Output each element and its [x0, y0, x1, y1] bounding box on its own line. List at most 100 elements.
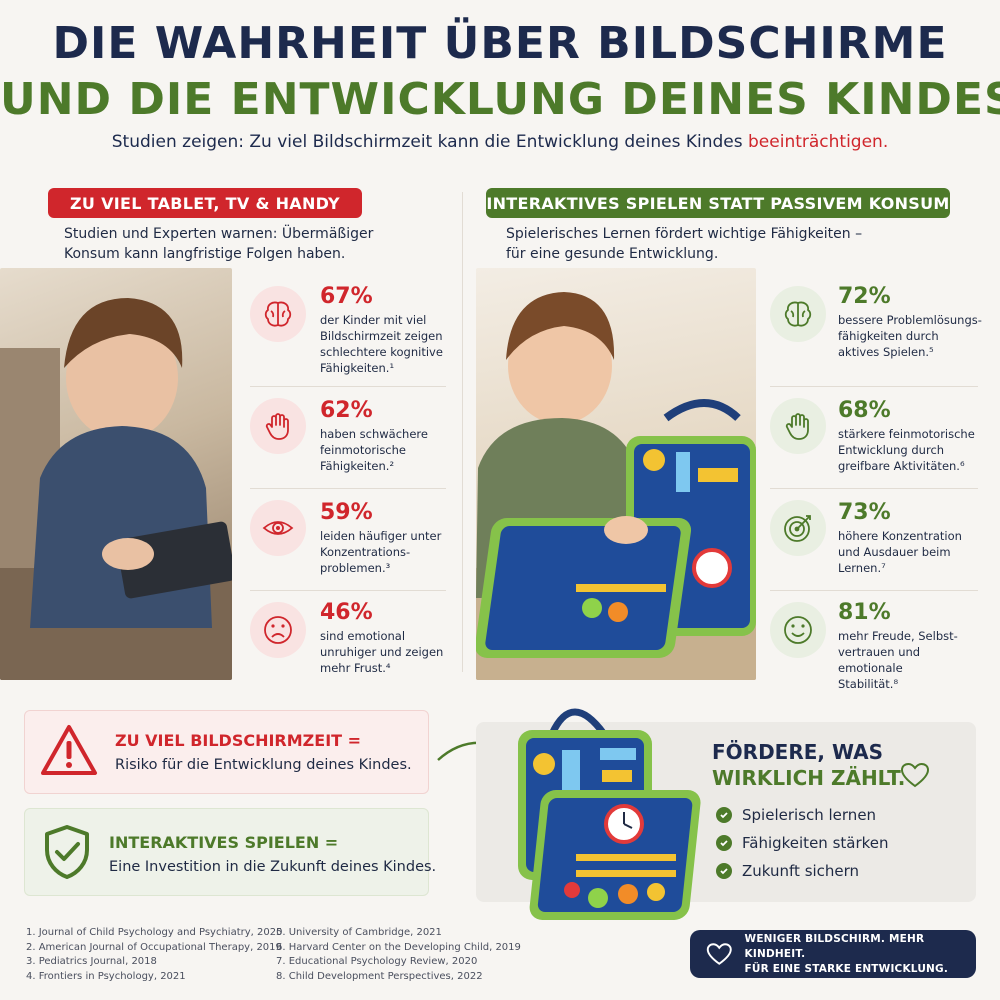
- stat-line: Fähigkeiten.¹: [320, 361, 395, 375]
- stat-line: aktives Spielen.⁵: [838, 345, 934, 359]
- stat-line: problemen.³: [320, 561, 391, 575]
- left-intro-line1: Studien und Experten warnen: Übermäßiger: [64, 226, 374, 242]
- hand-icon: [770, 398, 826, 454]
- hand-icon: [250, 398, 306, 454]
- stat-description: mehr Freude, Selbst- vertrauen und emoti…: [838, 628, 988, 692]
- stat-line: leiden häufiger unter: [320, 529, 442, 543]
- stat-line: greifbare Aktivitäten.⁶: [838, 459, 965, 473]
- page-title-line2: UND DIE ENTWICKLUNG DEINES KINDES: [0, 74, 1000, 125]
- stat-line: fähigkeiten durch: [838, 329, 939, 343]
- stat-line: Stabilität.⁸: [838, 677, 899, 691]
- stat-line: bessere Problemlösungs-: [838, 313, 982, 327]
- play-box-text: Eine Investition in die Zukunft deines K…: [109, 859, 437, 875]
- checkmark-icon: [716, 863, 732, 879]
- stat-description: bessere Problemlösungs- fähigkeiten durc…: [838, 312, 988, 360]
- stat-description: leiden häufiger unter Konzentrations- pr…: [320, 528, 460, 576]
- screen-time-pill: ZU VIEL TABLET, TV & HANDY: [48, 188, 362, 218]
- stat-percentage: 67%: [320, 284, 373, 309]
- child-busy-board-illustration: [476, 292, 756, 680]
- stat-line: höhere Konzentration: [838, 529, 962, 543]
- stat-line: haben schwächere: [320, 427, 428, 441]
- cta-line1: WENIGER BILDSCHIRM. MEHR KINDHEIT.: [744, 932, 925, 960]
- stat-percentage: 72%: [838, 284, 891, 309]
- check-item: Spielerisch lernen: [716, 806, 876, 824]
- screen-time-warning-box: ZU VIEL BILDSCHIRMZEIT = Risiko für die …: [24, 710, 429, 794]
- stat-line: vertrauen und emotionale: [838, 645, 921, 675]
- reference-item: 7. Educational Psychology Review, 2020: [276, 956, 478, 967]
- cta-text: WENIGER BILDSCHIRM. MEHR KINDHEIT. FÜR E…: [745, 932, 976, 977]
- cta-banner: WENIGER BILDSCHIRM. MEHR KINDHEIT. FÜR E…: [690, 930, 976, 978]
- stat-line: sind emotional: [320, 629, 406, 643]
- stat-description: haben schwächere feinmotorische Fähigkei…: [320, 426, 460, 474]
- interactive-play-pill: INTERAKTIVES SPIELEN STATT PASSIVEM KONS…: [486, 188, 950, 218]
- stat-line: Fähigkeiten.²: [320, 459, 395, 473]
- stat-line: Konzentrations-: [320, 545, 411, 559]
- reference-item: 6. Harvard Center on the Developing Chil…: [276, 941, 521, 953]
- stat-separator: [770, 386, 978, 387]
- reference-item: 2. American Journal of Occupational Ther…: [26, 941, 282, 953]
- stat-description: sind emotional unruhiger und zeigen mehr…: [320, 628, 460, 676]
- play-box-title: INTERAKTIVES SPIELEN =: [109, 833, 339, 852]
- interactive-play-box: INTERAKTIVES SPIELEN = Eine Investition …: [24, 808, 436, 896]
- sad-face-icon: [250, 602, 306, 658]
- shield-check-icon: [45, 825, 89, 879]
- child-tablet-illustration: [0, 298, 232, 680]
- warning-box-text: Risiko für die Entwicklung deines Kindes…: [115, 757, 412, 773]
- stat-line: unruhiger und zeigen: [320, 645, 444, 659]
- heart-icon: [706, 943, 732, 965]
- stat-line: schlechtere kognitive: [320, 345, 443, 359]
- stat-description: stärkere feinmotorische Entwicklung durc…: [838, 426, 988, 474]
- stat-line: feinmotorische: [320, 443, 406, 457]
- reference-item: 3. Pediatrics Journal, 2018: [26, 956, 157, 967]
- check-item-label: Spielerisch lernen: [742, 806, 877, 824]
- stat-line: Bildschirmzeit zeigen: [320, 329, 443, 343]
- stat-percentage: 59%: [320, 500, 373, 525]
- reference-item: 8. Child Development Perspectives, 2022: [276, 970, 483, 982]
- reference-item: 5. University of Cambridge, 2021: [276, 927, 442, 938]
- heart-icon: [900, 762, 930, 788]
- stat-line: Entwicklung durch: [838, 443, 945, 457]
- stat-percentage: 46%: [320, 600, 373, 625]
- brain-icon: [250, 286, 306, 342]
- stat-line: mehr Freude, Selbst-: [838, 629, 958, 643]
- panel-title-line1: FÖRDERE, WAS: [712, 740, 883, 764]
- child-with-tablet-photo: [0, 268, 232, 680]
- stat-separator: [250, 386, 446, 387]
- stat-separator: [250, 590, 446, 591]
- stat-line: mehr Frust.⁴: [320, 661, 391, 675]
- right-intro-line2: für eine gesunde Entwicklung.: [506, 246, 719, 262]
- stat-percentage: 62%: [320, 398, 373, 423]
- checkmark-icon: [716, 807, 732, 823]
- stat-percentage: 73%: [838, 500, 891, 525]
- page-title-line1: DIE WAHRHEIT ÜBER BILDSCHIRME: [52, 18, 948, 69]
- subtitle-main: Studien zeigen: Zu viel Bildschirmzeit k…: [111, 132, 749, 152]
- target-icon: [770, 500, 826, 556]
- stat-line: stärkere feinmotorische: [838, 427, 975, 441]
- stat-percentage: 81%: [838, 600, 891, 625]
- check-item: Zukunft sichern: [716, 862, 859, 880]
- smile-icon: [770, 602, 826, 658]
- subtitle-highlight: beeinträchtigen.: [748, 132, 889, 152]
- check-item-label: Zukunft sichern: [742, 862, 860, 880]
- stat-percentage: 68%: [838, 398, 891, 423]
- section-divider: [462, 192, 463, 672]
- stat-line: Lernen.⁷: [838, 561, 886, 575]
- stat-line: und Ausdauer beim: [838, 545, 951, 559]
- page-subtitle: Studien zeigen: Zu viel Bildschirmzeit k…: [0, 132, 1000, 152]
- eye-icon: [250, 500, 306, 556]
- reference-item: 4. Frontiers in Psychology, 2021: [26, 970, 186, 982]
- stat-description: der Kinder mit viel Bildschirmzeit zeige…: [320, 312, 460, 376]
- panel-title-line2: WIRKLICH ZÄHLT.: [712, 766, 906, 790]
- cta-line2: FÜR EINE STARKE ENTWICKLUNG.: [744, 962, 949, 975]
- checkmark-icon: [716, 835, 732, 851]
- busy-board-product-image: [518, 708, 701, 920]
- check-item-label: Fähigkeiten stärken: [742, 834, 889, 852]
- left-intro-line2: Konsum kann langfristige Folgen haben.: [64, 246, 346, 262]
- check-item: Fähigkeiten stärken: [716, 834, 889, 852]
- references-left: 1. Journal of Child Psychology and Psych…: [26, 926, 282, 984]
- stat-separator: [770, 590, 978, 591]
- child-with-busy-board-photo: [476, 268, 756, 680]
- references-right: 5. University of Cambridge, 2021 6. Harv…: [276, 926, 521, 984]
- stat-separator: [770, 488, 978, 489]
- stat-line: der Kinder mit viel: [320, 313, 427, 327]
